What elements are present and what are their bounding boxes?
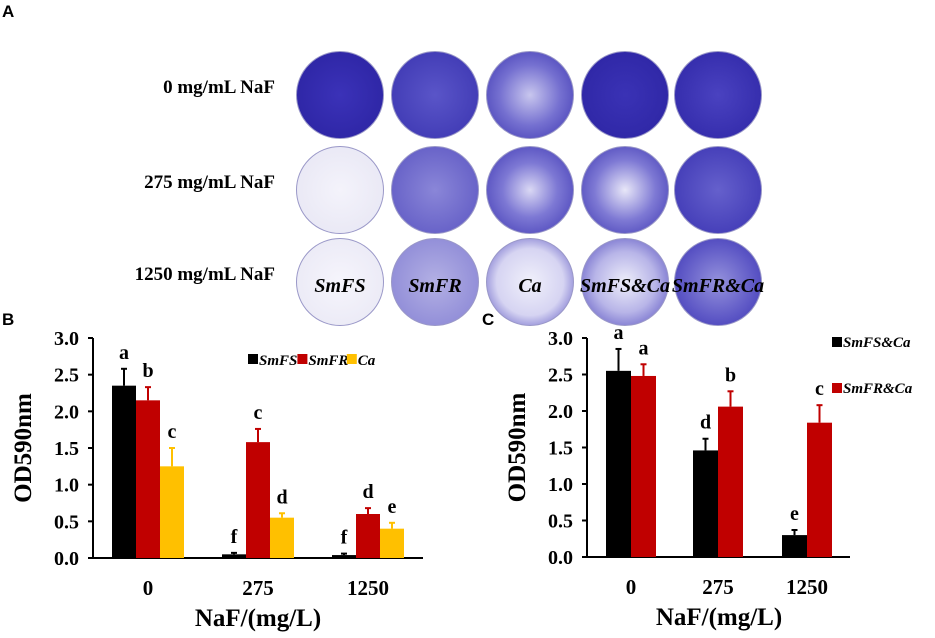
biofilm-plate xyxy=(674,146,762,234)
biofilm-plate xyxy=(581,51,669,139)
y-tick-label: 1.0 xyxy=(548,474,573,496)
chart-c: 0.0 0.5 1.0 1.5 2.0 2.5 3.0 OD590nm 0 275 1250NaF/… xyxy=(504,322,913,631)
bar xyxy=(356,514,380,558)
bar xyxy=(380,528,404,558)
legend-label: SmFR xyxy=(308,353,348,369)
legend-swatch xyxy=(346,354,357,364)
legend-swatch xyxy=(832,337,842,347)
biofilm-plate xyxy=(296,146,384,234)
row-label: 1250 mg/mL NaF xyxy=(134,264,275,285)
significance-letter: a xyxy=(639,337,649,359)
biofilm-plate xyxy=(674,238,762,326)
biofilm-plate xyxy=(674,51,762,139)
x-tick-label: 1250 xyxy=(347,576,389,600)
y-tick-label: 1.0 xyxy=(54,475,79,497)
x-tick-label: 0 xyxy=(143,576,154,600)
significance-letter: f xyxy=(341,527,348,549)
biofilm-plate xyxy=(486,238,574,326)
x-axis-label: NaF/(mg/L) xyxy=(656,604,782,631)
legend-label: SmFS&Ca xyxy=(843,335,911,351)
biofilm-plate xyxy=(296,51,384,139)
significance-letter: c xyxy=(815,378,824,400)
legend-label: Ca xyxy=(358,353,376,369)
legend-swatch xyxy=(832,383,842,393)
bar xyxy=(270,517,294,558)
bar xyxy=(332,555,356,558)
y-tick-label: 0.0 xyxy=(548,547,573,569)
y-tick-label: 0.0 xyxy=(54,548,79,570)
panel-letter-a: A xyxy=(2,2,15,21)
bar xyxy=(782,535,807,557)
y-tick-label: 1.5 xyxy=(54,438,79,460)
y-axis-label: OD590nm xyxy=(10,393,37,503)
legend-label: SmFR&Ca xyxy=(843,381,913,397)
significance-letter: d xyxy=(276,486,287,508)
y-tick-label: 3.0 xyxy=(548,328,573,350)
y-tick-label: 2.5 xyxy=(54,365,79,387)
row-label: 275 mg/mL NaF xyxy=(144,172,275,193)
biofilm-plate xyxy=(486,51,574,139)
column-label: Ca xyxy=(518,275,542,297)
legend-swatch xyxy=(297,354,308,364)
x-tick-label: 0 xyxy=(626,575,637,599)
column-label: SmFR&Ca xyxy=(671,275,765,297)
biofilm-plate xyxy=(296,238,384,326)
x-tick-label: 275 xyxy=(702,575,734,599)
biofilm-plate xyxy=(581,146,669,234)
biofilm-plate xyxy=(486,146,574,234)
column-label: SmFR xyxy=(408,275,462,297)
x-axis-label: NaF/(mg/L) xyxy=(195,605,321,632)
significance-letter: c xyxy=(254,402,263,424)
significance-letter: e xyxy=(388,496,397,518)
y-tick-label: 2.0 xyxy=(548,401,573,423)
bar xyxy=(807,422,832,557)
biofilm-plate xyxy=(581,238,669,326)
panel-letter-c: C xyxy=(482,310,495,329)
bar xyxy=(112,385,136,558)
significance-letter: b xyxy=(142,360,153,382)
bar xyxy=(136,400,160,558)
row-label: 0 mg/mL NaF xyxy=(163,77,275,98)
bar xyxy=(693,450,718,557)
bar xyxy=(222,554,246,558)
bar xyxy=(246,442,270,558)
significance-letter: a xyxy=(614,322,624,344)
bar xyxy=(606,370,631,557)
significance-letter: f xyxy=(231,526,238,548)
x-tick-label: 275 xyxy=(242,576,274,600)
y-tick-label: 3.0 xyxy=(54,328,79,350)
bar xyxy=(631,375,656,557)
y-tick-label: 0.5 xyxy=(548,511,573,533)
bar xyxy=(718,406,743,557)
significance-letter: d xyxy=(700,412,711,434)
biofilm-plate xyxy=(391,238,479,326)
significance-letter: b xyxy=(725,364,736,386)
y-tick-label: 0.5 xyxy=(54,511,79,533)
column-label: SmFS xyxy=(314,275,366,297)
biofilm-plate xyxy=(391,146,479,234)
legend-swatch xyxy=(248,354,258,364)
significance-letter: e xyxy=(790,503,799,525)
column-label: SmFS&Ca xyxy=(579,275,671,297)
y-axis-label: OD590nm xyxy=(504,392,531,502)
bar xyxy=(160,466,184,558)
chart-b: 0.0 0.5 1.0 1.5 2.0 2.5 3.0 OD590nm 0 275 1250 NaF/… xyxy=(10,328,423,632)
significance-letter: a xyxy=(119,342,129,364)
panel-letter-b: B xyxy=(2,310,15,329)
legend-label: SmFS xyxy=(259,353,297,369)
x-tick-label: 1250 xyxy=(786,575,828,599)
significance-letter: d xyxy=(362,481,373,503)
y-tick-label: 1.5 xyxy=(548,438,573,460)
y-tick-label: 2.0 xyxy=(54,401,79,423)
biofilm-plate xyxy=(391,51,479,139)
y-tick-label: 2.5 xyxy=(548,365,573,387)
significance-letter: c xyxy=(168,421,177,443)
